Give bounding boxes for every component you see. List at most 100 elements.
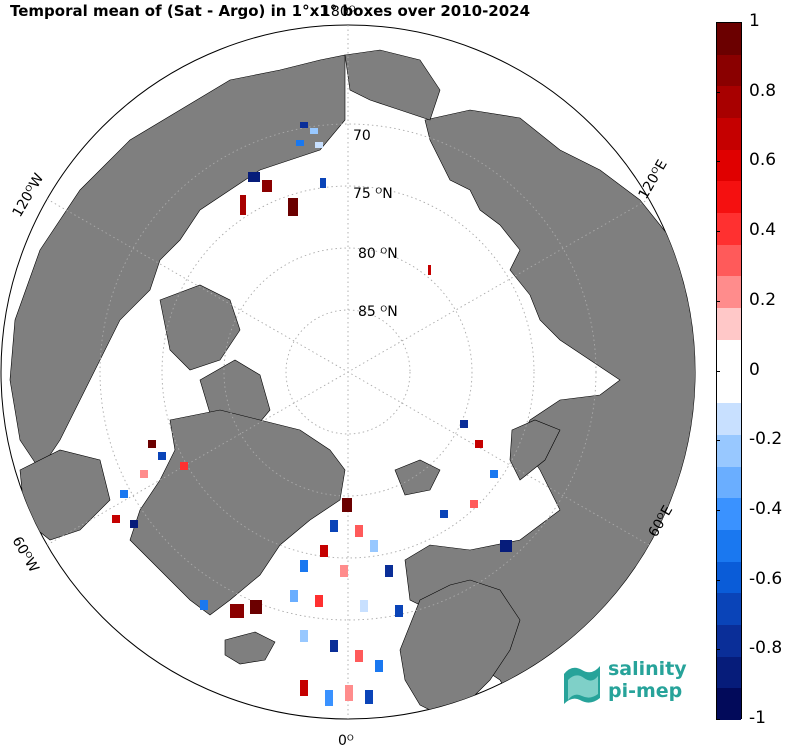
colorbar-tick-mark [716, 370, 720, 372]
colorbar-tick-mark [716, 161, 720, 163]
colorbar-segment [717, 656, 741, 689]
data-cell [325, 690, 333, 706]
colorbar-tick-mark [716, 649, 720, 651]
colorbar-segment [717, 466, 741, 499]
canadian-archipelago-land [159, 284, 241, 371]
colorbar [716, 22, 742, 721]
colorbar-segment [717, 624, 741, 658]
data-cell [120, 490, 128, 498]
colorbar-tick-mark [716, 231, 720, 233]
colorbar-tick-mark [716, 509, 720, 511]
colorbar-tick-label: -0.8 [749, 638, 783, 659]
colorbar-tick-label: -0.4 [749, 498, 783, 519]
lon-label-60w: 60ᴼW [9, 534, 42, 576]
data-cell [300, 680, 308, 696]
data-cell [315, 142, 323, 148]
lon-label-0: 0ᴼ [338, 733, 354, 747]
colorbar-tick-mark [716, 91, 720, 93]
data-cell [360, 600, 368, 612]
data-cell [355, 525, 363, 537]
svalbard-land [394, 459, 441, 496]
data-cell [440, 510, 448, 518]
data-cell [300, 630, 308, 642]
graticule [46, 25, 650, 719]
logo-text-salinity: salinity [608, 658, 687, 680]
data-cell [250, 600, 262, 614]
colorbar-segment [717, 213, 741, 246]
meridian-60w-120e [46, 198, 650, 546]
data-cell [315, 595, 323, 607]
scandinavia-land [399, 579, 521, 716]
data-cell [300, 560, 308, 572]
colorbar-tick-mark [716, 719, 720, 720]
colorbar-tick-label: -1 [749, 708, 766, 728]
colorbar-tick-label: 0.6 [749, 150, 777, 171]
colorbar-segment [717, 529, 741, 563]
lat-circle-80 [223, 247, 473, 497]
data-cell [375, 660, 383, 672]
data-cells [112, 122, 512, 706]
data-cell [140, 470, 148, 478]
data-cell [200, 600, 208, 610]
data-cell [500, 540, 512, 552]
lat-circle-85 [285, 309, 411, 435]
landmasses [9, 49, 695, 716]
colorbar-segment [717, 688, 741, 721]
data-cell [320, 545, 328, 557]
data-cell [475, 440, 483, 448]
data-cell [296, 140, 304, 146]
data-cell [340, 565, 348, 577]
colorbar-segment [717, 118, 741, 151]
colorbar-segment [717, 54, 741, 87]
data-cell [180, 462, 188, 470]
colorbar-segment [717, 86, 741, 119]
colorbar-segment [717, 149, 741, 182]
colorbar-tick-label: 0.4 [749, 220, 777, 241]
data-cell [310, 128, 318, 134]
eurasia-land [404, 109, 695, 716]
data-cell [355, 650, 363, 662]
data-cell [130, 520, 138, 528]
data-cell [300, 122, 308, 128]
map-title: Temporal mean of (Sat - Argo) in 1°x1° b… [10, 2, 531, 20]
colorbar-tick-mark [716, 440, 720, 442]
data-cell [320, 178, 326, 188]
colorbar-segment [717, 23, 741, 56]
data-cell [112, 515, 120, 523]
data-cell [330, 640, 338, 652]
colorbar-segment [717, 593, 741, 626]
colorbar-segment [717, 244, 741, 277]
lat-circle-75 [161, 185, 535, 559]
colorbar-segment [717, 371, 741, 404]
lat-label-75: 75 ᴼN [353, 186, 393, 202]
chukotka-land [344, 49, 441, 121]
data-cell [345, 685, 353, 701]
data-cell [342, 498, 352, 512]
data-cell [395, 605, 403, 617]
greenland-land [129, 409, 346, 616]
salinity-pimep-logo: salinity pi-mep [560, 658, 690, 708]
colorbar-segment [717, 498, 741, 531]
colorbar-segment [717, 181, 741, 214]
lon-label-180: 180ᴼ [322, 4, 356, 20]
logo-icon [564, 666, 600, 704]
colorbar-segment [717, 403, 741, 436]
data-cell [460, 420, 468, 428]
colorbar-tick-label: 0 [749, 359, 760, 380]
data-cell [370, 540, 378, 552]
lat-label-70: 70 [353, 128, 371, 144]
colorbar-segment [717, 339, 741, 372]
colorbar-tick-mark [716, 300, 720, 302]
iceland-land [224, 631, 276, 665]
lat-label-80: 80 ᴼN [358, 246, 398, 262]
colorbar-segment [717, 308, 741, 341]
colorbar-tick-label: -0.6 [749, 568, 783, 589]
lat-label-85: 85 ᴼN [358, 304, 398, 320]
data-cell [288, 198, 298, 216]
lat-circle-70 [99, 123, 597, 621]
colorbar-tick-label: 0.8 [749, 80, 777, 101]
data-cell [330, 520, 338, 532]
data-cell [428, 265, 431, 275]
data-cell [385, 565, 393, 577]
